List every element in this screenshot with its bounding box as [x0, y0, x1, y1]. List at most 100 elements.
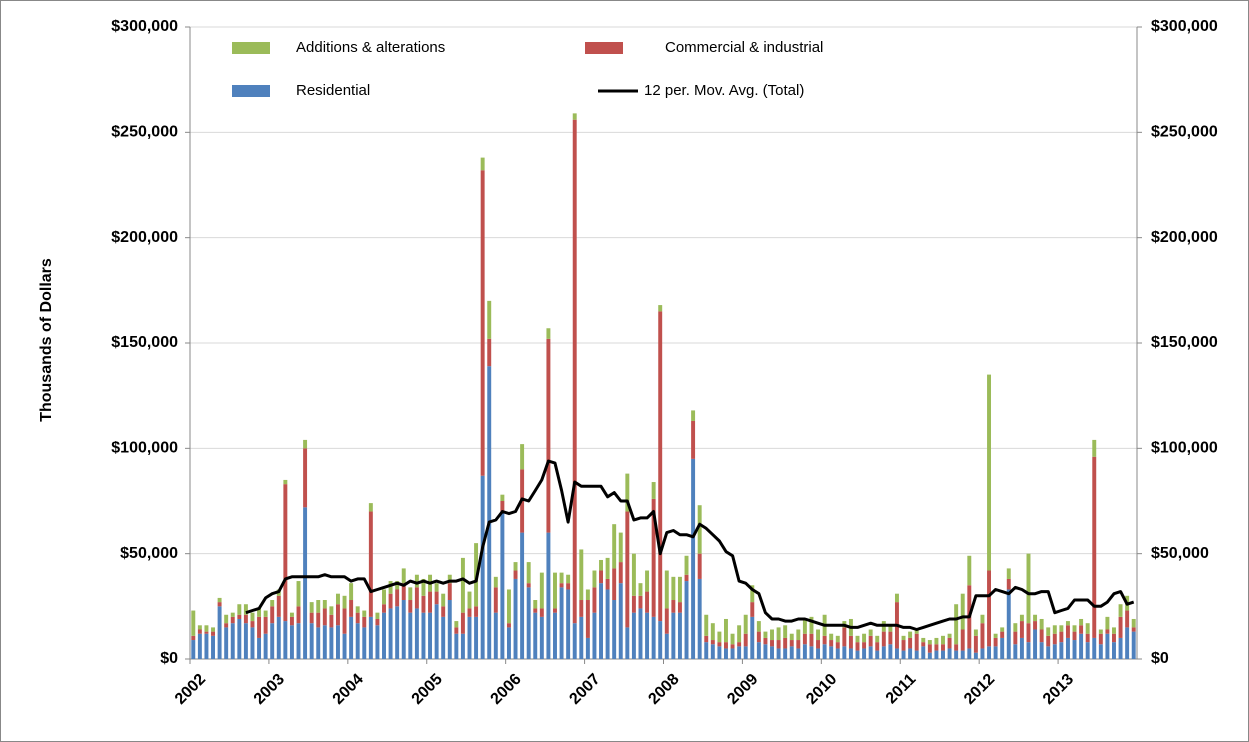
bar-segment [737, 642, 742, 647]
legend-label: Residential [296, 82, 370, 99]
bar-segment [625, 511, 630, 628]
bar-segment [730, 633, 735, 645]
bar-segment [592, 612, 597, 659]
bar-segment [493, 576, 498, 588]
bar-segment [809, 616, 814, 634]
y-tick-label: $150,000 [111, 334, 178, 351]
bar-segment [645, 591, 650, 613]
bar-segment [276, 616, 281, 659]
bar-segment [349, 583, 354, 601]
bar-segment [559, 583, 564, 588]
bar-segment [230, 612, 235, 617]
bar-segment [500, 494, 505, 501]
bar-segment [1092, 637, 1097, 659]
y2-tick-label: $250,000 [1151, 124, 1218, 141]
bar-segment [263, 633, 268, 659]
bar-segment [309, 612, 314, 624]
bar-segment [303, 507, 308, 659]
bar-segment [467, 608, 472, 617]
bar-segment [566, 574, 571, 584]
bar-segment [191, 640, 196, 659]
bar-segment [382, 604, 386, 613]
bar-segment [973, 629, 978, 636]
bar-segment [592, 587, 597, 613]
bar-segment [454, 621, 459, 628]
bar-segment [710, 623, 715, 641]
bar-segment [618, 583, 623, 659]
bar-segment [842, 627, 847, 647]
bar-segment [408, 600, 413, 613]
bar-segment [224, 614, 229, 624]
bar-segment [237, 614, 242, 619]
bar-segment [1105, 629, 1110, 634]
bar-segment [842, 646, 847, 659]
bar-segment [724, 642, 728, 649]
bar-segment [335, 593, 340, 605]
bar-segment [605, 578, 610, 590]
bar-segment [973, 652, 978, 659]
bar-segment [480, 475, 485, 659]
bar-segment [368, 503, 373, 512]
bar-segment [566, 589, 571, 659]
bar-segment [1112, 642, 1116, 659]
y2-tick-label: $0 [1151, 650, 1169, 667]
bar-segment [506, 623, 511, 628]
bar-segment [914, 629, 919, 634]
bar-segment [1118, 604, 1123, 617]
bar-segment [763, 637, 768, 645]
bar-segment [691, 410, 696, 421]
bar-segment [1092, 456, 1097, 638]
legend-label: Additions & alterations [296, 39, 445, 56]
bar-segment [355, 606, 360, 613]
bar-segment [1112, 633, 1116, 643]
bar-segment [414, 608, 419, 659]
bar-segment [776, 627, 781, 641]
bar-segment [960, 650, 965, 659]
legend-label: 12 per. Mov. Avg. (Total) [644, 82, 804, 99]
bar-segment [553, 608, 557, 613]
bar-segment [585, 589, 590, 601]
bar-segment [599, 570, 603, 584]
bar-segment [868, 635, 873, 647]
bar-segment [1118, 637, 1123, 659]
bar-segment [941, 650, 945, 659]
bar-segment [809, 633, 814, 647]
bar-segment [480, 170, 485, 476]
bar-segment [1039, 618, 1044, 630]
bar-segment [388, 608, 393, 659]
bar-segment [257, 608, 262, 617]
bar-segment [605, 589, 610, 659]
bar-segment [224, 627, 229, 659]
bar-segment [894, 593, 899, 603]
bar-segment [204, 631, 209, 634]
bar-segment [1013, 631, 1018, 645]
y-tick-label: $50,000 [120, 545, 178, 562]
bar-segment [237, 618, 242, 659]
bar-segment [382, 589, 386, 605]
bar-segment [414, 587, 419, 609]
bar-segment [243, 623, 248, 659]
bar-segment [447, 574, 452, 584]
bar-segment [868, 646, 873, 659]
bar-segment [1019, 637, 1024, 659]
bar-segment [704, 642, 709, 659]
bar-segment [322, 625, 327, 659]
bar-segment [1072, 640, 1077, 659]
bar-segment [197, 633, 202, 659]
bar-segment [585, 637, 590, 659]
bar-segment [875, 635, 880, 643]
moving-average-line [245, 459, 1135, 631]
bar-segment [1052, 644, 1057, 659]
bar-segment [362, 627, 367, 659]
bar-segment [651, 498, 656, 617]
bar-segment [572, 113, 577, 120]
bar-segment [329, 606, 334, 615]
bar-segment [553, 612, 557, 659]
bar-segment [697, 505, 702, 554]
bar-segment [756, 642, 761, 659]
bar-segment [1000, 627, 1005, 632]
bar-segment [250, 627, 255, 659]
bar-segment [1079, 625, 1084, 634]
bar-segment [862, 633, 867, 643]
bar-segment [322, 600, 327, 609]
